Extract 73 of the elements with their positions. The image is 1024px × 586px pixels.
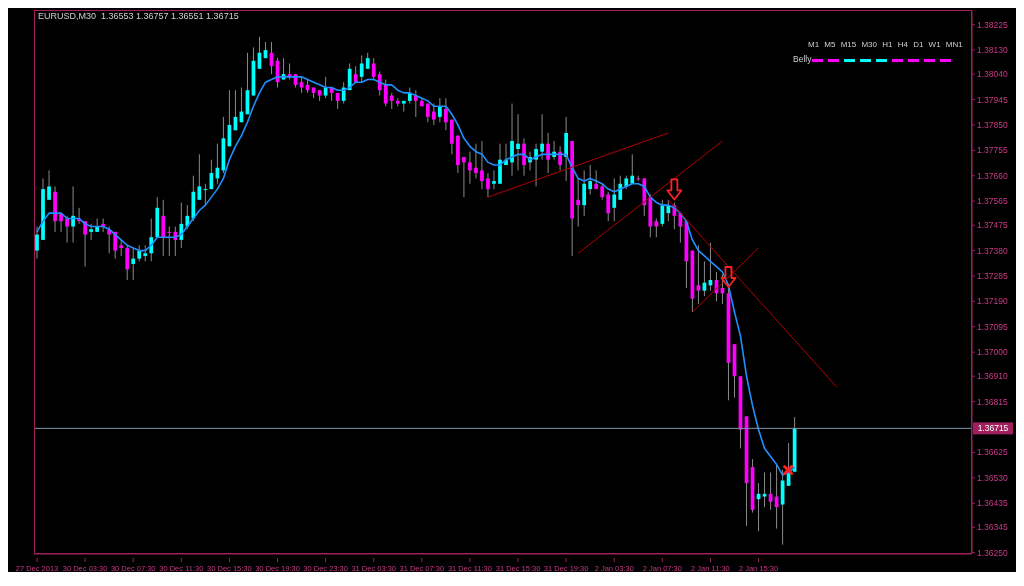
y-tick-label: 1.36250 <box>977 547 1008 558</box>
candlestick <box>588 164 593 195</box>
y-tick-label: 1.36625 <box>977 447 1008 458</box>
candlestick <box>486 172 490 198</box>
candlestick <box>167 226 172 257</box>
candlestick <box>540 113 544 161</box>
candlestick <box>431 103 436 126</box>
y-tick-label: 1.37565 <box>977 196 1008 207</box>
candlestick <box>47 169 51 201</box>
candlestick <box>95 218 99 233</box>
candlestick <box>492 169 496 190</box>
y-tick-label: 1.38225 <box>977 19 1008 30</box>
y-tick-label: 1.37095 <box>977 321 1008 332</box>
candlestick <box>65 215 69 244</box>
candlestick <box>35 226 39 260</box>
y-tick-label: 1.37285 <box>977 271 1008 281</box>
y-tick-label: 1.36435 <box>977 498 1008 509</box>
candlestick <box>179 201 184 249</box>
candlestick <box>438 97 442 123</box>
candlestick <box>666 199 671 222</box>
candlestick <box>131 247 136 281</box>
candlestick <box>468 151 472 185</box>
candlestick <box>582 169 587 217</box>
y-tick-label: 1.37660 <box>977 170 1008 181</box>
y-tick-label: 1.37945 <box>977 94 1008 105</box>
candlestick <box>185 204 190 230</box>
candlestick <box>480 140 484 190</box>
candlestick <box>83 220 87 268</box>
candlestick <box>576 177 581 228</box>
candlestick <box>444 97 448 131</box>
y-tick-label: 1.37380 <box>977 245 1008 256</box>
candlestick <box>546 132 550 174</box>
candlestick <box>606 191 611 222</box>
candlestick <box>516 113 520 171</box>
candlestick <box>630 153 635 185</box>
candlestick <box>383 79 388 107</box>
y-tick-label: 1.38040 <box>977 69 1008 80</box>
y-tick-label: 1.37000 <box>977 347 1008 358</box>
candlestick <box>377 70 382 97</box>
y-tick-label: 1.36345 <box>977 522 1008 533</box>
candlestick <box>660 199 665 228</box>
annotation: Belly <box>793 54 812 64</box>
candlestick <box>762 471 767 508</box>
candlestick <box>71 185 75 244</box>
candlestick <box>161 199 166 257</box>
candlestick <box>89 223 93 241</box>
candlestick <box>125 244 130 281</box>
candlestick <box>696 244 701 305</box>
y-tick-label: 1.38130 <box>977 45 1008 56</box>
candlestick <box>534 143 538 187</box>
candlestick <box>107 226 112 254</box>
candlestick <box>612 177 617 222</box>
candlestick <box>149 218 154 262</box>
y-tick-label: 1.37755 <box>977 145 1008 156</box>
annotation: M1 M5 M15 M30 H1 H4 D1 W1 MN1 <box>808 40 963 49</box>
y-tick-label: 1.36530 <box>977 472 1008 483</box>
candlestick <box>522 137 526 177</box>
y-tick-label: 1.37850 <box>977 119 1008 130</box>
ref-line-label: 1.36715 <box>977 423 1009 434</box>
candlestick <box>462 156 466 198</box>
candlestick <box>359 54 364 83</box>
candlestick <box>654 218 659 238</box>
candlestick <box>197 153 202 201</box>
y-tick-label: 1.37475 <box>977 220 1008 231</box>
y-tick-label: 1.37190 <box>977 296 1008 307</box>
chart-title: EURUSD,M30 1.36553 1.36757 1.36551 1.36715 <box>38 11 239 21</box>
candlestick <box>371 57 376 80</box>
y-tick-label: 1.36910 <box>977 371 1008 382</box>
candlestick <box>618 175 623 201</box>
candlestick <box>510 103 514 177</box>
y-tick-label: 1.36815 <box>977 396 1008 407</box>
candlestick <box>474 143 478 179</box>
candlestick <box>558 145 562 171</box>
